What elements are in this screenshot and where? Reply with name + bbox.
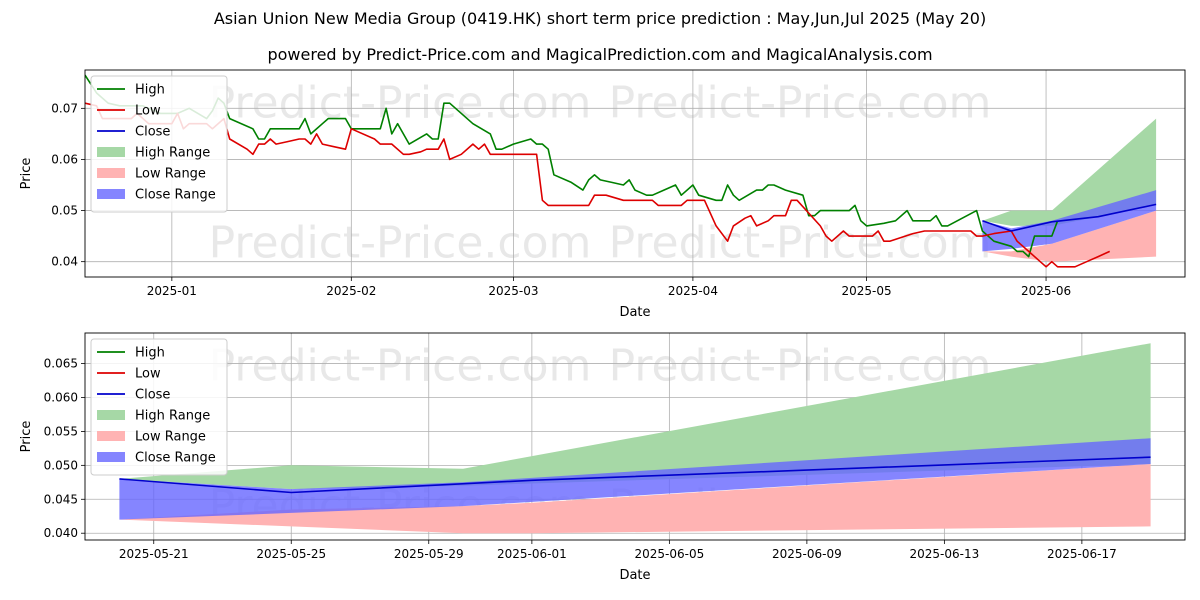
plot-frame [84,69,1186,278]
legend-label-close-range: Close Range [135,451,216,466]
y-tick-label: 0.05 [51,204,78,218]
chart-subtitle: powered by Predict-Price.com and Magical… [267,45,933,64]
watermark-text: Predict-Price.com [209,218,592,269]
high-range-area [982,118,1157,226]
close-range-area [982,190,1157,252]
legend-label-high-range: High Range [135,409,210,424]
close-line [119,456,1151,494]
y-tick-label: 0.06 [51,152,78,166]
y-tick-label: 0.04 [51,255,78,269]
high-range-swatch [97,410,125,420]
x-tick-label: 2025-06 [1021,284,1071,298]
watermark-text: Predict-Price.com [609,341,992,392]
legend-label-low: Low [135,104,161,119]
legend-label-high: High [135,346,165,361]
low-range-area [119,464,1151,534]
close-range-swatch [97,189,125,199]
x-tick-label: 2025-06-09 [772,547,842,561]
top-chart-panel: Predict-Price.com Predict-Price.com Predic… [19,69,1186,320]
x-tick-label: 2025-05-21 [119,547,189,561]
y-tick-label: 0.040 [44,526,78,540]
legend-label-high-range: High Range [135,146,210,161]
y-axis-label: Price [19,421,34,453]
x-axis-label: Date [619,568,650,583]
legend-label-low-range: Low Range [135,167,206,182]
x-tick-label: 2025-06-17 [1047,547,1117,561]
legend-label-close: Close [135,388,170,403]
y-tick-label: 0.07 [51,101,78,115]
y-tick-label: 0.060 [44,390,78,404]
x-tick-label: 2025-03 [488,284,538,298]
x-tick-label: 2025-05 [842,284,892,298]
plot-frame [84,332,1186,541]
y-tick-label: 0.055 [44,424,78,438]
x-axis-label: Date [619,305,650,320]
plot-marks [119,343,1151,534]
legend-label-close: Close [135,125,170,140]
legend-label-low: Low [135,367,161,382]
x-tick-label: 2025-06-13 [910,547,980,561]
legend: High Low Close High Range Low Range Close Ran… [90,338,228,476]
watermark-text: Predict-Price.com [609,218,992,269]
high-range-swatch [97,147,125,157]
legend: High Low Close High Range Low Range Close Ran… [90,75,228,213]
low-line [85,102,1111,268]
close-range-area [119,438,1151,520]
close-line [982,203,1157,232]
legend-label-close-range: Close Range [135,188,216,203]
x-tick-label: 2025-01 [147,284,197,298]
legend-label-low-range: Low Range [135,430,206,445]
x-tick-label: 2025-06-05 [635,547,705,561]
watermark-group: Predict-Price.com Predict-Price.com Predic… [209,78,992,269]
low-range-swatch [97,168,125,178]
x-tick-label: 2025-02 [326,284,376,298]
y-tick-label: 0.045 [44,492,78,506]
high-range-area [119,343,1151,490]
plot-marks [85,74,1157,268]
x-tick-label: 2025-04 [668,284,718,298]
low-range-swatch [97,431,125,441]
x-tick-label: 2025-06-01 [497,547,567,561]
y-axis-label: Price [19,158,34,190]
x-tick-label: 2025-05-29 [394,547,464,561]
y-tick-label: 0.050 [44,458,78,472]
watermark-text: Predict-Price.com [609,78,992,129]
y-tick-label: 0.065 [44,357,78,371]
watermark-text: Predict-Price.com [209,341,592,392]
high-line [85,74,1059,258]
legend-label-high: High [135,83,165,98]
watermark-text: Predict-Price.com [209,78,592,129]
x-tick-label: 2025-05-25 [256,547,326,561]
close-range-swatch [97,452,125,462]
chart-title: Asian Union New Media Group (0419.HK) sh… [213,9,987,28]
bottom-chart-panel: Predict-Price.comPredict-Price.comPredic… [19,332,1186,583]
